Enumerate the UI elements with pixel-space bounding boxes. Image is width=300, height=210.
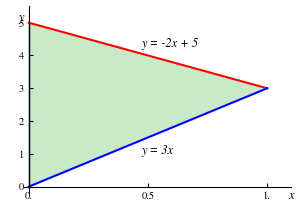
- Text: x: x: [288, 189, 294, 202]
- Text: y: y: [19, 12, 24, 24]
- Text: y = 3x: y = 3x: [141, 144, 173, 157]
- Polygon shape: [29, 23, 267, 187]
- Text: y = -2x + 5: y = -2x + 5: [141, 38, 198, 50]
